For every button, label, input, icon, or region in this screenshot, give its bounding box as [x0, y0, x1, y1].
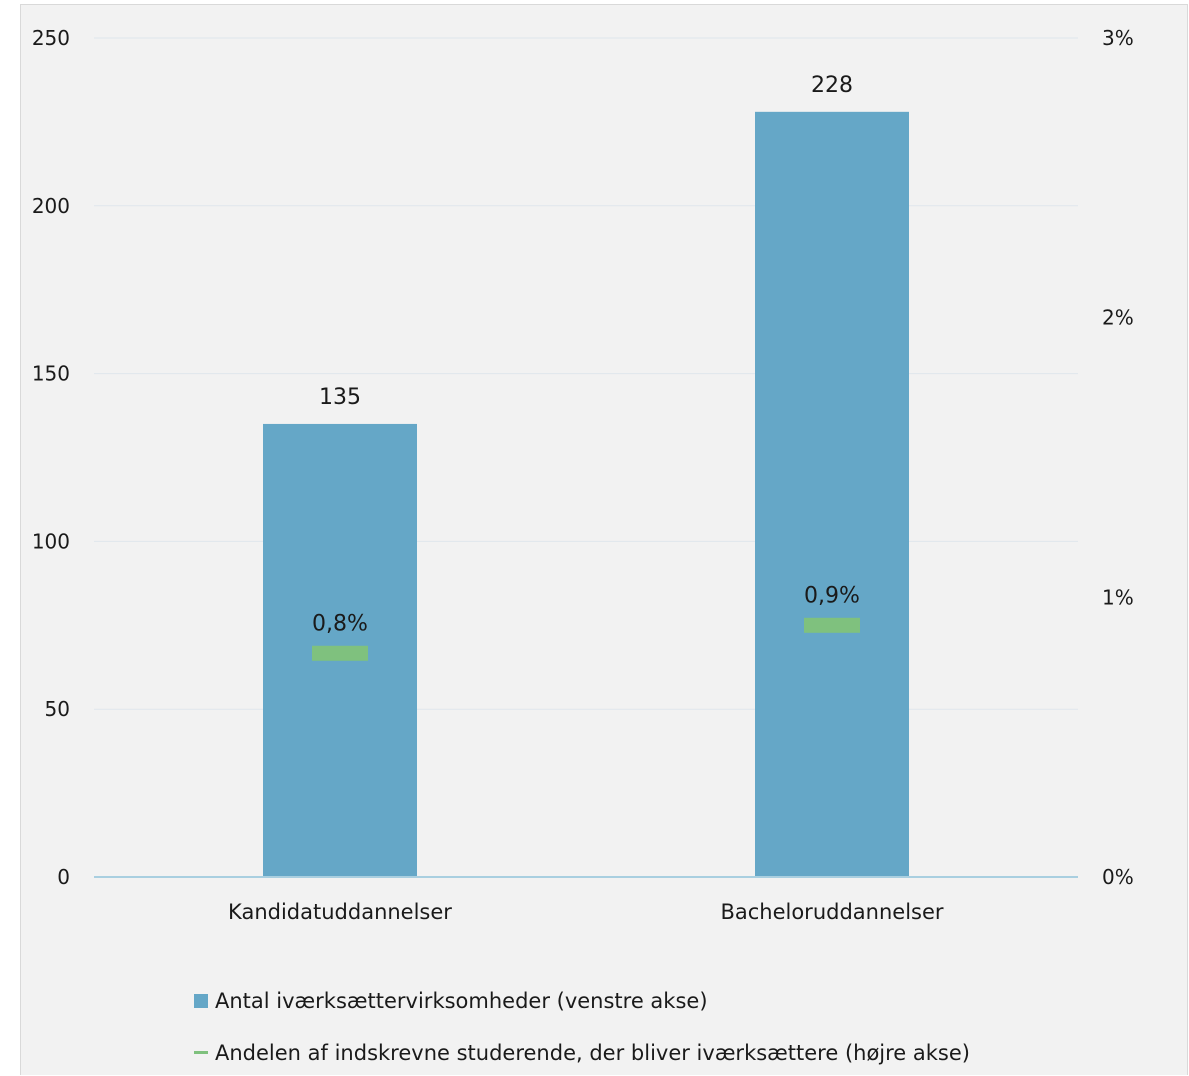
category-label: Kandidatuddannelser: [228, 900, 452, 924]
right-axis-ticks: 0% 1% 2% 3%: [1102, 26, 1134, 889]
bar-value-label: 135: [319, 385, 361, 410]
legend: Antal iværksættervirksomheder (venstre a…: [194, 989, 970, 1065]
marker-series: 0,8% 0,9%: [312, 583, 860, 661]
left-tick-label: 50: [45, 697, 70, 721]
marker-value-label: 0,9%: [804, 583, 860, 608]
legend-swatch-bar: [194, 994, 208, 1008]
left-tick-label: 100: [32, 529, 70, 553]
marker-value-label: 0,8%: [312, 611, 368, 636]
chart-frame: [20, 4, 1188, 1075]
right-tick-label: 1%: [1102, 585, 1134, 609]
legend-label-marker: Andelen af indskrevne studerende, der bl…: [215, 1041, 970, 1065]
category-label: Bacheloruddannelser: [720, 900, 943, 924]
bar-series: 135 228: [263, 73, 909, 877]
left-tick-label: 150: [32, 362, 70, 386]
gridlines: [94, 37, 1078, 710]
bar: [755, 111, 909, 877]
right-tick-label: 2%: [1102, 306, 1134, 330]
legend-swatch-marker: [194, 1051, 208, 1054]
right-tick-label: 0%: [1102, 865, 1134, 889]
left-axis-ticks: 0 50 100 150 200 250: [32, 26, 70, 889]
marker: [312, 645, 368, 661]
left-tick-label: 250: [32, 26, 70, 50]
bar-value-label: 228: [811, 73, 853, 98]
left-tick-label: 0: [57, 865, 70, 889]
legend-label-bar: Antal iværksættervirksomheder (venstre a…: [215, 989, 708, 1013]
left-tick-label: 200: [32, 194, 70, 218]
marker: [804, 617, 860, 633]
category-labels: Kandidatuddannelser Bacheloruddannelser: [228, 900, 944, 924]
right-tick-label: 3%: [1102, 26, 1134, 50]
